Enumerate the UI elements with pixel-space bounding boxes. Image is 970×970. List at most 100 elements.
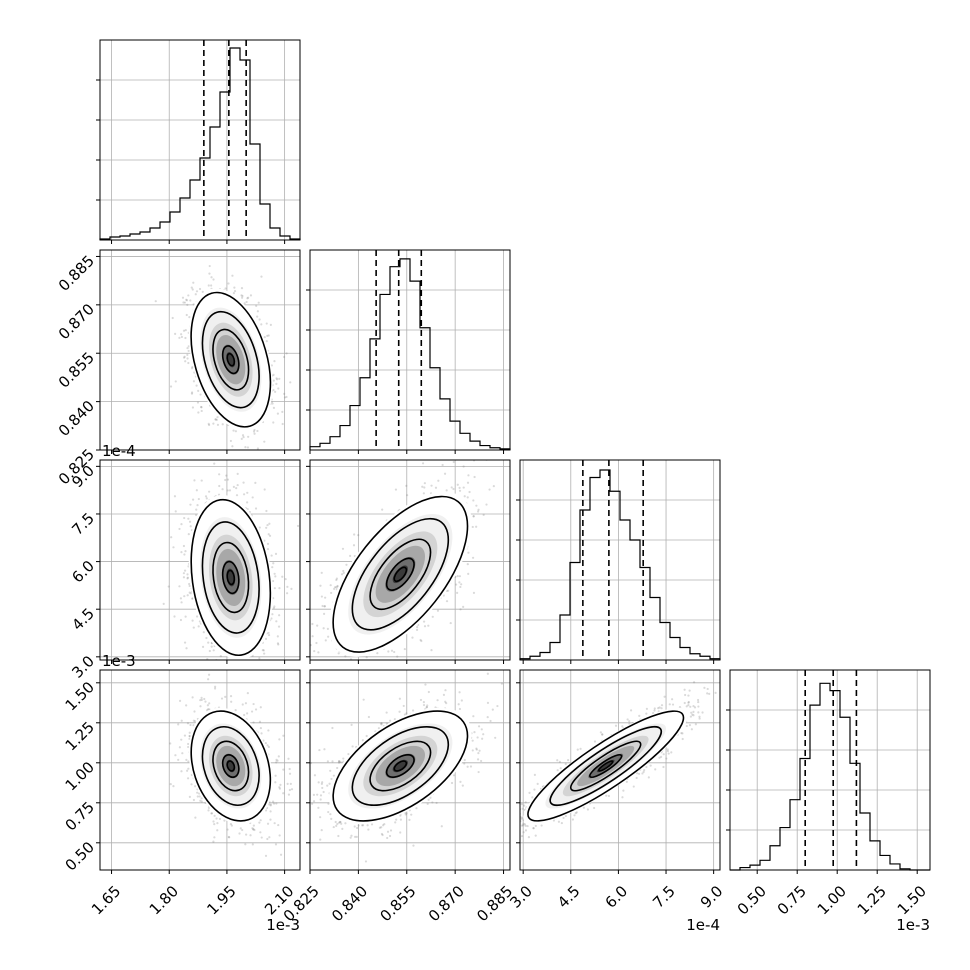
sample-point xyxy=(188,520,192,523)
sample-point xyxy=(185,298,188,301)
sample-point xyxy=(195,384,198,387)
sample-point xyxy=(270,554,273,557)
sample-point xyxy=(216,423,220,426)
sample-point xyxy=(215,418,218,421)
sample-point xyxy=(272,562,275,565)
sample-point xyxy=(340,573,344,576)
sample-point xyxy=(230,664,232,666)
sample-point xyxy=(182,576,186,579)
sample-point xyxy=(269,323,272,326)
histogram-step-p3 xyxy=(519,469,721,660)
sample-point xyxy=(319,584,322,587)
sample-point xyxy=(169,385,173,388)
sample-point xyxy=(376,652,379,655)
sample-point xyxy=(256,429,259,433)
sample-point xyxy=(282,355,286,359)
sample-point xyxy=(242,481,245,484)
sample-point xyxy=(252,430,256,433)
sample-point xyxy=(191,365,194,369)
sample-point xyxy=(182,544,186,548)
sample-point xyxy=(237,672,239,674)
sample-point xyxy=(419,638,422,642)
sample-point xyxy=(190,286,193,289)
sample-point xyxy=(198,287,202,291)
sample-point xyxy=(226,478,229,481)
sample-point xyxy=(345,666,347,668)
sample-point xyxy=(178,527,181,531)
sample-point xyxy=(154,300,157,303)
sample-point xyxy=(183,516,186,520)
sample-point xyxy=(186,346,189,350)
sample-point xyxy=(249,710,251,712)
sample-point xyxy=(251,496,254,499)
sample-point xyxy=(213,462,216,465)
sample-point xyxy=(272,606,275,610)
sample-point xyxy=(191,288,194,291)
sample-point xyxy=(302,636,304,638)
contour-line xyxy=(212,541,250,614)
sample-point xyxy=(208,490,211,493)
sample-point xyxy=(193,479,196,482)
sample-point xyxy=(266,523,269,527)
sample-point xyxy=(434,486,438,489)
panel-frame xyxy=(99,39,301,241)
sample-point xyxy=(231,445,234,448)
sample-point xyxy=(224,287,227,290)
sample-point xyxy=(334,671,336,673)
sample-point xyxy=(240,287,244,290)
panel-frame xyxy=(309,249,511,451)
sample-point xyxy=(254,451,256,453)
sample-point xyxy=(187,294,190,297)
panel-frame xyxy=(519,459,721,661)
sample-point xyxy=(316,624,319,627)
sample-point xyxy=(459,585,462,589)
sample-point xyxy=(301,644,303,646)
panel-frame xyxy=(729,669,931,871)
contour-line xyxy=(212,328,250,391)
sample-point xyxy=(202,631,205,634)
sample-point xyxy=(258,657,261,660)
sample-point xyxy=(185,299,189,302)
sample-point xyxy=(277,643,280,646)
sample-point xyxy=(200,409,203,413)
sample-point xyxy=(396,655,399,658)
sample-point xyxy=(207,422,210,425)
sample-point xyxy=(231,664,233,666)
sample-point xyxy=(324,639,327,642)
histogram-step-p2 xyxy=(309,258,511,450)
sample-point xyxy=(183,301,187,304)
sample-point xyxy=(185,313,188,317)
sample-point xyxy=(231,274,234,277)
sample-point xyxy=(242,697,244,699)
sample-point xyxy=(268,467,270,469)
sample-point xyxy=(406,494,409,497)
sample-point xyxy=(186,577,189,580)
sample-point xyxy=(179,618,183,622)
sample-point xyxy=(265,322,268,325)
sample-point xyxy=(184,360,187,363)
sample-point xyxy=(195,508,198,511)
sample-point xyxy=(199,393,202,396)
histogram-panel-p3 xyxy=(516,459,721,664)
sample-point xyxy=(423,482,426,485)
sample-point xyxy=(284,578,287,581)
sample-point xyxy=(421,462,425,465)
sample-point xyxy=(243,302,246,305)
sample-point xyxy=(201,290,204,293)
sample-point xyxy=(195,290,199,293)
sample-point xyxy=(181,296,185,299)
sample-point xyxy=(186,576,190,579)
sample-point xyxy=(187,517,190,520)
sample-point xyxy=(180,523,183,526)
sample-point xyxy=(241,683,243,685)
sample-point xyxy=(233,286,236,289)
sample-point xyxy=(192,281,195,284)
scatter-panel-p1-p3 xyxy=(96,459,301,712)
sample-point xyxy=(254,507,258,510)
sample-point xyxy=(341,547,345,550)
sample-point xyxy=(182,329,186,332)
sample-point xyxy=(241,434,245,437)
sample-point xyxy=(201,645,205,648)
sample-point xyxy=(264,637,268,640)
sample-point xyxy=(273,587,276,590)
